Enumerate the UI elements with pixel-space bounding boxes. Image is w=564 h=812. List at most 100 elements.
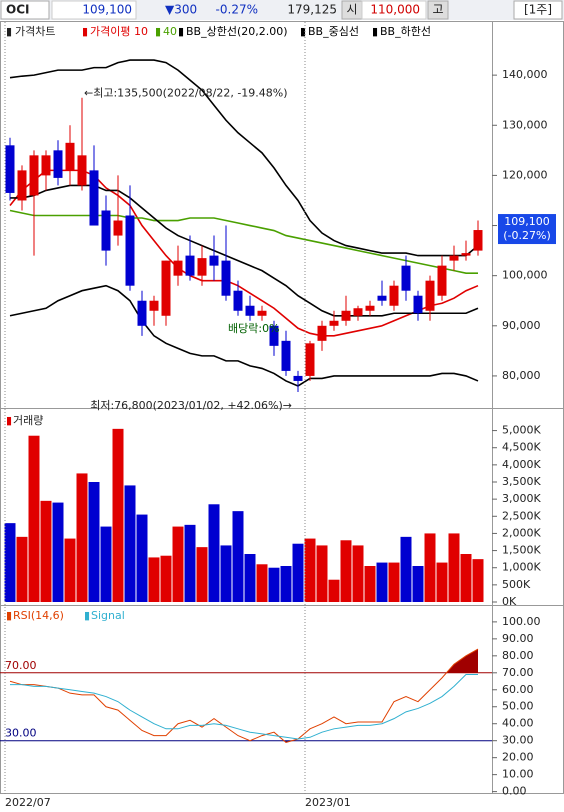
y-tick-label: 70.00 [502, 666, 534, 679]
legend-marker: ▮ [82, 25, 88, 38]
volume-bar [208, 504, 220, 602]
legend-label: 거래량 [13, 414, 43, 427]
candle-body [125, 215, 135, 286]
period: [1주] [524, 3, 552, 17]
symbol: OCI [6, 3, 29, 17]
y-tick-label: 4,000K [502, 458, 541, 471]
y-tick-label: 80.00 [502, 649, 534, 662]
y-tick-label: 500K [502, 578, 531, 591]
candle-body [473, 230, 483, 251]
candle-body [233, 290, 243, 311]
legend-label: BB_하한선 [380, 24, 431, 38]
volume-bar [280, 566, 292, 602]
candle-body [341, 310, 351, 321]
candle-body [329, 320, 339, 326]
reference-label: 30.00 [5, 727, 37, 740]
candle-body [305, 343, 315, 376]
candle-body [365, 305, 375, 311]
candle-body [89, 170, 99, 226]
volume-bar [268, 567, 280, 602]
candle-body [29, 155, 39, 196]
volume-bar [436, 562, 448, 602]
candle-body [449, 255, 459, 261]
y-tick-label: 0.00 [502, 785, 527, 798]
candle-body [5, 145, 15, 193]
candle-body [269, 325, 279, 346]
legend-marker: ▮ [6, 609, 12, 622]
volume-bar [88, 482, 100, 602]
candle-body [161, 260, 171, 316]
price-box-change: (-0.27%) [503, 229, 551, 242]
candle-body [293, 375, 303, 381]
price-box [51, 0, 137, 20]
volume-bar [304, 538, 316, 602]
indicator-line [10, 673, 478, 740]
volume-bar [328, 579, 340, 602]
volume-bar [124, 485, 136, 602]
candle-body [281, 340, 291, 371]
indicator-line [9, 648, 479, 743]
volume-bar [220, 545, 232, 602]
candle-body [317, 325, 327, 341]
y-tick-label: 50.00 [502, 700, 534, 713]
legend-marker: ▮ [372, 25, 378, 38]
low-annotation: 최저:76,800(2023/01/02, +42.06%)→ [90, 399, 292, 412]
indicator-line [10, 184, 479, 317]
y-tick-label: 1,500K [502, 544, 541, 557]
candle-body [185, 255, 195, 276]
candle-body [401, 265, 411, 291]
volume-bar [40, 500, 52, 602]
volume-bar [400, 536, 412, 602]
volume-bar [460, 554, 472, 602]
high-annotation: ←최고:135,500(2022/08/22, -19.48%) [84, 87, 288, 100]
y-tick-label: 3,500K [502, 475, 541, 488]
volume-bar [292, 543, 304, 602]
legend-marker: ▮ [6, 414, 12, 427]
open-label: 시 [346, 3, 357, 17]
legend-marker: ▮ [300, 25, 306, 38]
y-tick-label: 90.00 [502, 632, 534, 645]
x-tick-label: 2022/07 [5, 796, 51, 809]
legend-marker: ▮ [6, 25, 12, 38]
volume-bar [136, 514, 148, 602]
y-tick-label: 30.00 [502, 734, 534, 747]
change: ▼300 [165, 3, 197, 17]
legend-label: 40 [163, 25, 177, 38]
candle-body [137, 300, 147, 326]
symbol-box[interactable] [0, 0, 50, 20]
open-box [361, 0, 427, 20]
volume-bar [340, 540, 352, 602]
y-tick-label: 2,000K [502, 526, 541, 539]
candle-body [377, 295, 387, 301]
volume-bar [388, 562, 400, 602]
candle-body [197, 258, 207, 276]
volume-bar [472, 559, 484, 602]
y-tick-label: 140,000 [502, 68, 548, 81]
candle-body [221, 260, 231, 296]
volume-bar [352, 545, 364, 602]
volume-bar [184, 524, 196, 602]
indicator-line [9, 209, 478, 274]
candle-body [353, 308, 363, 316]
volume-bar [256, 564, 268, 602]
indicator-line [9, 169, 479, 337]
y-tick-label: 4,500K [502, 441, 541, 454]
legend-marker: ▮ [84, 609, 90, 622]
legend-marker: ▮ [155, 25, 161, 38]
candle-body [17, 170, 27, 201]
candle-body [437, 265, 447, 296]
volume-bar [64, 538, 76, 602]
candle-body [209, 255, 219, 266]
y-tick-label: 130,000 [502, 118, 548, 131]
volume-bar [76, 473, 88, 602]
y-tick-label: 0K [502, 595, 517, 608]
y-tick-label: 100,000 [502, 269, 548, 282]
volume-bar [232, 511, 244, 602]
candle-body [149, 300, 159, 311]
volume-bar [424, 533, 436, 602]
period-box[interactable] [513, 0, 563, 20]
legend-label: BB_중심선 [308, 25, 359, 38]
legend-label: Signal [91, 609, 125, 622]
candle-body [173, 260, 183, 276]
